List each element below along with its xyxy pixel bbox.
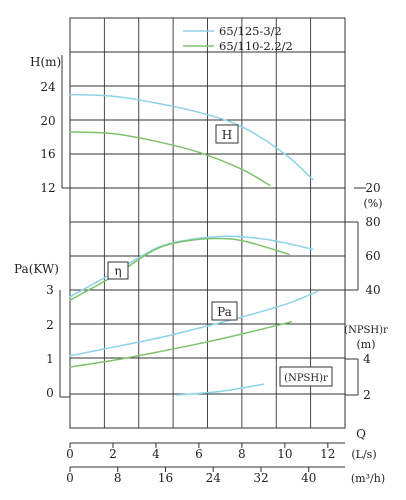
- head-tag: H: [215, 124, 239, 144]
- head-tick-label: 12: [40, 181, 55, 195]
- head-axis-bracket: [61, 55, 70, 189]
- npsh-unit: (m): [356, 338, 375, 351]
- power-curve-series-2: [69, 321, 293, 368]
- power-tick-label: 0: [46, 386, 54, 400]
- npsh-tag: (NPSH)r: [279, 366, 333, 387]
- power-tag: Pa: [211, 301, 238, 321]
- x-axis-ls-tick-label: 10: [277, 447, 292, 461]
- npsh-curve-series-1: [176, 383, 265, 396]
- power-tick-label: 3: [46, 283, 54, 297]
- npsh-axis-title: (NPSH)r: [344, 325, 388, 336]
- x-axis-m3h-tick-label: 32: [253, 471, 268, 485]
- efficiency-curve-series-2: [69, 237, 290, 301]
- x-axis-tick-marks: [69, 443, 329, 472]
- efficiency-tick-label: 20: [365, 181, 380, 195]
- npsh-tick-label: 2: [363, 388, 371, 402]
- legend: 65/125-3/2 65/110-2.2/2: [183, 24, 293, 53]
- x-axis-m3h-tick-label: 16: [158, 471, 173, 485]
- x-axis-ls-unit: (L/s): [351, 448, 376, 461]
- power-axis-title: Pa(KW): [14, 262, 59, 276]
- efficiency-unit: (%): [363, 197, 382, 210]
- power-tag-label: Pa: [217, 305, 232, 319]
- x-axis-ls-tick-label: 8: [238, 447, 246, 461]
- efficiency-tag-label: η: [114, 264, 121, 278]
- head-curve-series-1: [69, 93, 314, 181]
- power-curve-series-1: [69, 290, 318, 357]
- x-axis-ls-tick-label: 0: [66, 447, 74, 461]
- head-axis-title: H(m): [30, 55, 61, 69]
- x-axis-ls-tick-label: 12: [320, 447, 335, 461]
- x-axis-m3h-tick-label: 0: [66, 471, 74, 485]
- efficiency-tick-label: 40: [365, 283, 380, 297]
- efficiency-axis-bracket: [345, 221, 359, 291]
- grid-lines: [70, 18, 345, 428]
- x-axis-m3h-tick-label: 24: [206, 471, 222, 485]
- x-axis-ls-labels: 0 2 4 6 8 10 12: [66, 447, 335, 461]
- legend-label-1: 65/125-3/2: [219, 24, 282, 38]
- x-axis-title: Q: [356, 427, 366, 441]
- curves: [69, 93, 318, 396]
- head-curve-series-2: [69, 131, 271, 187]
- head-tick-label: 24: [40, 80, 56, 94]
- efficiency-tick-label: 80: [365, 215, 380, 229]
- npsh-axis-bracket: [345, 358, 359, 396]
- head-tick-label: 20: [40, 114, 55, 128]
- npsh-tick-label: 4: [363, 352, 371, 366]
- power-tick-label: 1: [46, 352, 54, 366]
- x-axis-m3h-tick-label: 40: [301, 471, 316, 485]
- power-tick-label: 2: [46, 318, 54, 332]
- efficiency-tag: η: [107, 261, 129, 280]
- head-tick-label: 16: [40, 147, 55, 161]
- x-axis-ls-tick-label: 6: [195, 447, 203, 461]
- x-axis-ls-tick-label: 4: [152, 447, 160, 461]
- legend-label-2: 65/110-2.2/2: [219, 39, 293, 53]
- npsh-tag-label: (NPSH)r: [284, 373, 328, 384]
- x-axis-m3h-unit: (m³/h): [351, 472, 385, 485]
- head-tag-label: H: [222, 128, 232, 142]
- x-axis-m3h-tick-label: 8: [114, 471, 122, 485]
- efficiency-tick-label: 60: [365, 249, 380, 263]
- x-axis-m3h-labels: 0 8 16 24 32 40: [66, 471, 316, 485]
- x-axis-ls-tick-label: 2: [109, 447, 117, 461]
- power-axis-bracket: [59, 290, 70, 398]
